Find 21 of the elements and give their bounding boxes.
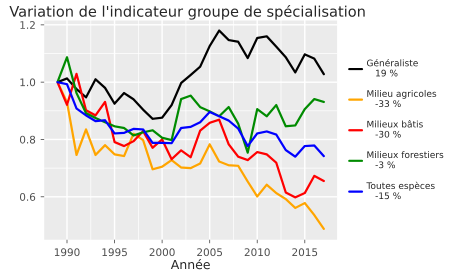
x-tick-label: 1995 [102, 248, 127, 256]
legend-label: Généraliste 19 % [366, 59, 418, 76]
x-tick-label: 2010 [244, 248, 270, 256]
y-tick-label: 1.0 [20, 78, 36, 86]
x-tick-label: 2005 [197, 248, 222, 256]
chart-title: Variation de l'indicateur groupe de spécialisation [9, 4, 365, 20]
legend-label: Milieux forestiers -3 % [367, 151, 444, 168]
line-series [56, 56, 325, 154]
x-tick-label: 2015 [292, 248, 318, 256]
y-tick-label: 0.8 [20, 136, 36, 144]
y-tick-label: 0.6 [20, 192, 36, 201]
legend-label: Milieu agricoles -33 % [367, 90, 436, 108]
x-axis-title: Année [170, 259, 210, 270]
line-series [56, 81, 325, 158]
line-series [56, 72, 325, 198]
legend-label: Milieux bâtis -30 % [367, 120, 423, 138]
legend-label: Toutes espèces -15 % [366, 182, 435, 200]
line-series [56, 29, 325, 120]
x-tick-label: 1990 [54, 248, 80, 256]
x-tick-label: 2000 [150, 248, 175, 256]
y-tick-label: 1.2 [20, 21, 35, 29]
